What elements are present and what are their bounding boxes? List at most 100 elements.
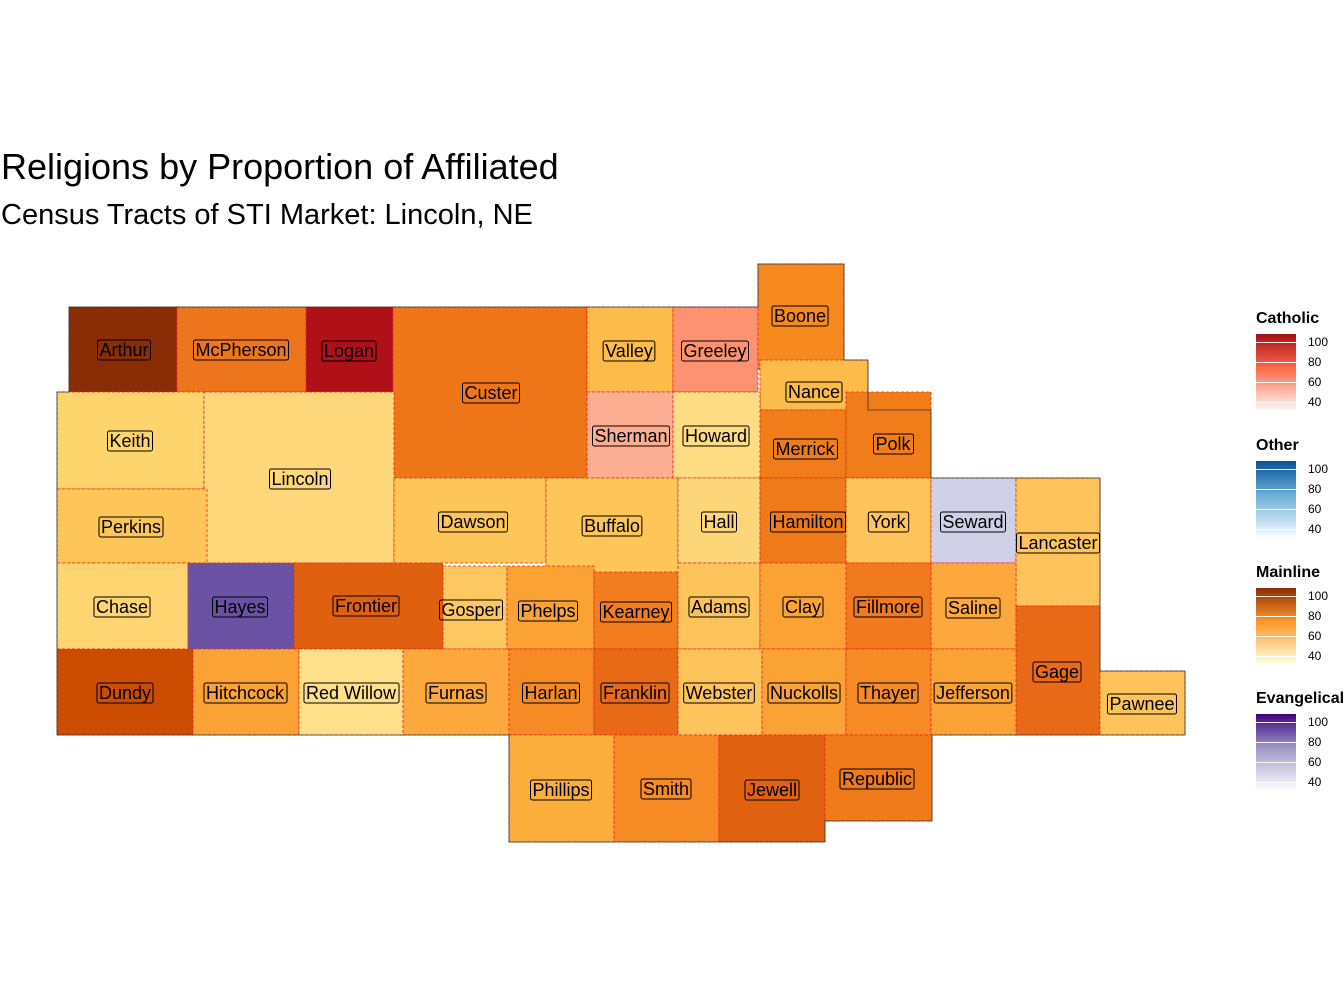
county-label-box-polk <box>872 433 915 455</box>
county-polygons <box>56 263 1186 843</box>
legend-tick-label: 100 <box>1308 589 1329 603</box>
county-label-clay: Clay <box>785 597 821 617</box>
county-greeley <box>672 306 759 393</box>
county-label-box-harlan <box>521 682 581 704</box>
county-merrick <box>759 409 847 479</box>
legend-tickmark <box>1256 382 1296 383</box>
county-hayes <box>187 562 295 650</box>
legend-scale-other: 100 80 60 40 <box>1256 461 1344 537</box>
county-polk <box>845 391 932 479</box>
county-mcpherson <box>176 306 307 393</box>
county-label-phillips: Phillips <box>532 780 589 800</box>
county-arthur <box>68 306 178 393</box>
county-label-box-pawnee <box>1106 693 1178 715</box>
legend-tick-label: 60 <box>1308 502 1322 516</box>
county-label-box-phillips <box>529 779 593 801</box>
legend-scale-catholic: 100 80 60 40 <box>1256 334 1344 410</box>
legend-tick-label: 100 <box>1308 462 1329 476</box>
legend-tickmark <box>1256 489 1296 490</box>
county-fillmore <box>845 562 932 650</box>
legend-evangelical: Evangelical 100 80 60 40 <box>1256 690 1344 790</box>
legend-tickmark <box>1256 722 1296 723</box>
legend-tickmark <box>1256 469 1296 470</box>
county-thayer <box>845 648 932 736</box>
legend-tick-label: 80 <box>1308 735 1322 749</box>
legend-tickmark <box>1256 509 1296 510</box>
legend-tickmark <box>1256 742 1296 743</box>
county-label-adams: Adams <box>691 597 747 617</box>
county-label-chase: Chase <box>96 597 148 617</box>
legend-tickmark <box>1256 616 1296 617</box>
county-label-box-sherman <box>591 425 671 447</box>
county-label-box-perkins <box>98 516 164 538</box>
county-hall <box>677 477 761 564</box>
legend-tickmark <box>1256 402 1296 403</box>
county-label-box-phelps <box>517 600 579 622</box>
legend-tickmark <box>1256 636 1296 637</box>
county-label-box-buffalo <box>581 515 643 537</box>
county-label-box-republic <box>839 768 915 790</box>
legend-tick-label: 100 <box>1308 715 1329 729</box>
county-phelps <box>506 565 595 650</box>
region-outline <box>56 263 1186 843</box>
county-label-box-red-willow <box>303 682 400 704</box>
legend-scale-evangelical: 100 80 60 40 <box>1256 714 1344 790</box>
county-lincoln <box>203 391 395 564</box>
legend-tick-label: 100 <box>1308 335 1329 349</box>
county-label-box-york <box>867 511 910 533</box>
county-label-box-hayes <box>211 596 269 618</box>
county-label-box-logan <box>321 340 377 362</box>
county-label-box-howard <box>682 425 750 447</box>
county-label-box-boone <box>771 305 829 327</box>
county-label-hamilton: Hamilton <box>772 512 843 532</box>
county-label-box-dawson <box>437 511 509 533</box>
county-label-box-valley <box>602 340 656 362</box>
county-label-york: York <box>870 512 906 532</box>
legend-tickmark <box>1256 342 1296 343</box>
legend-title-other: Other <box>1256 437 1299 454</box>
county-label-box-jefferson <box>933 682 1013 704</box>
legend-tick-label: 60 <box>1308 375 1322 389</box>
county-chase <box>56 562 189 650</box>
county-label-howard: Howard <box>685 426 747 446</box>
county-label-arthur: Arthur <box>99 340 148 360</box>
county-label-box-arthur <box>96 339 152 361</box>
county-label-hitchcock: Hitchcock <box>206 683 285 703</box>
county-label-gage: Gage <box>1035 662 1079 682</box>
legend-colorbar-mainline <box>1256 588 1296 664</box>
county-label-thayer: Thayer <box>860 683 916 703</box>
legend-tick-label: 40 <box>1308 775 1322 789</box>
county-label-box-adams <box>688 596 750 618</box>
county-label-box-gosper <box>438 599 504 621</box>
legend-tick-label: 80 <box>1308 355 1322 369</box>
county-label-jewell: Jewell <box>747 780 797 800</box>
county-nuckolls <box>761 648 847 736</box>
county-label-box-custer <box>461 382 521 404</box>
county-label-box-lancaster <box>1015 532 1101 554</box>
county-label-box-chase <box>93 596 151 618</box>
legend-tickmark <box>1256 656 1296 657</box>
legend-title-catholic: Catholic <box>1256 310 1320 327</box>
county-label-harlan: Harlan <box>524 683 577 703</box>
county-label-republic: Republic <box>842 769 912 789</box>
county-logan <box>305 306 394 393</box>
county-hamilton <box>759 477 847 564</box>
county-label-box-hamilton <box>769 511 847 533</box>
county-label-box-gage <box>1032 661 1082 683</box>
legend-other: Other 100 80 60 40 <box>1256 437 1344 537</box>
county-label-box-hitchcock <box>203 682 288 704</box>
county-smith <box>613 734 720 843</box>
county-label-box-saline <box>945 597 1001 619</box>
county-sherman <box>586 391 674 479</box>
county-label-box-hall <box>700 511 738 533</box>
county-label-buffalo: Buffalo <box>584 516 640 536</box>
county-label-box-clay <box>782 596 824 618</box>
legend-tickmark <box>1256 782 1296 783</box>
county-label-nance: Nance <box>788 382 840 402</box>
county-jewell <box>718 734 826 843</box>
county-dundy <box>56 648 194 736</box>
county-label-polk: Polk <box>875 434 911 454</box>
legend-tickmark <box>1256 529 1296 530</box>
county-franklin <box>593 648 679 736</box>
